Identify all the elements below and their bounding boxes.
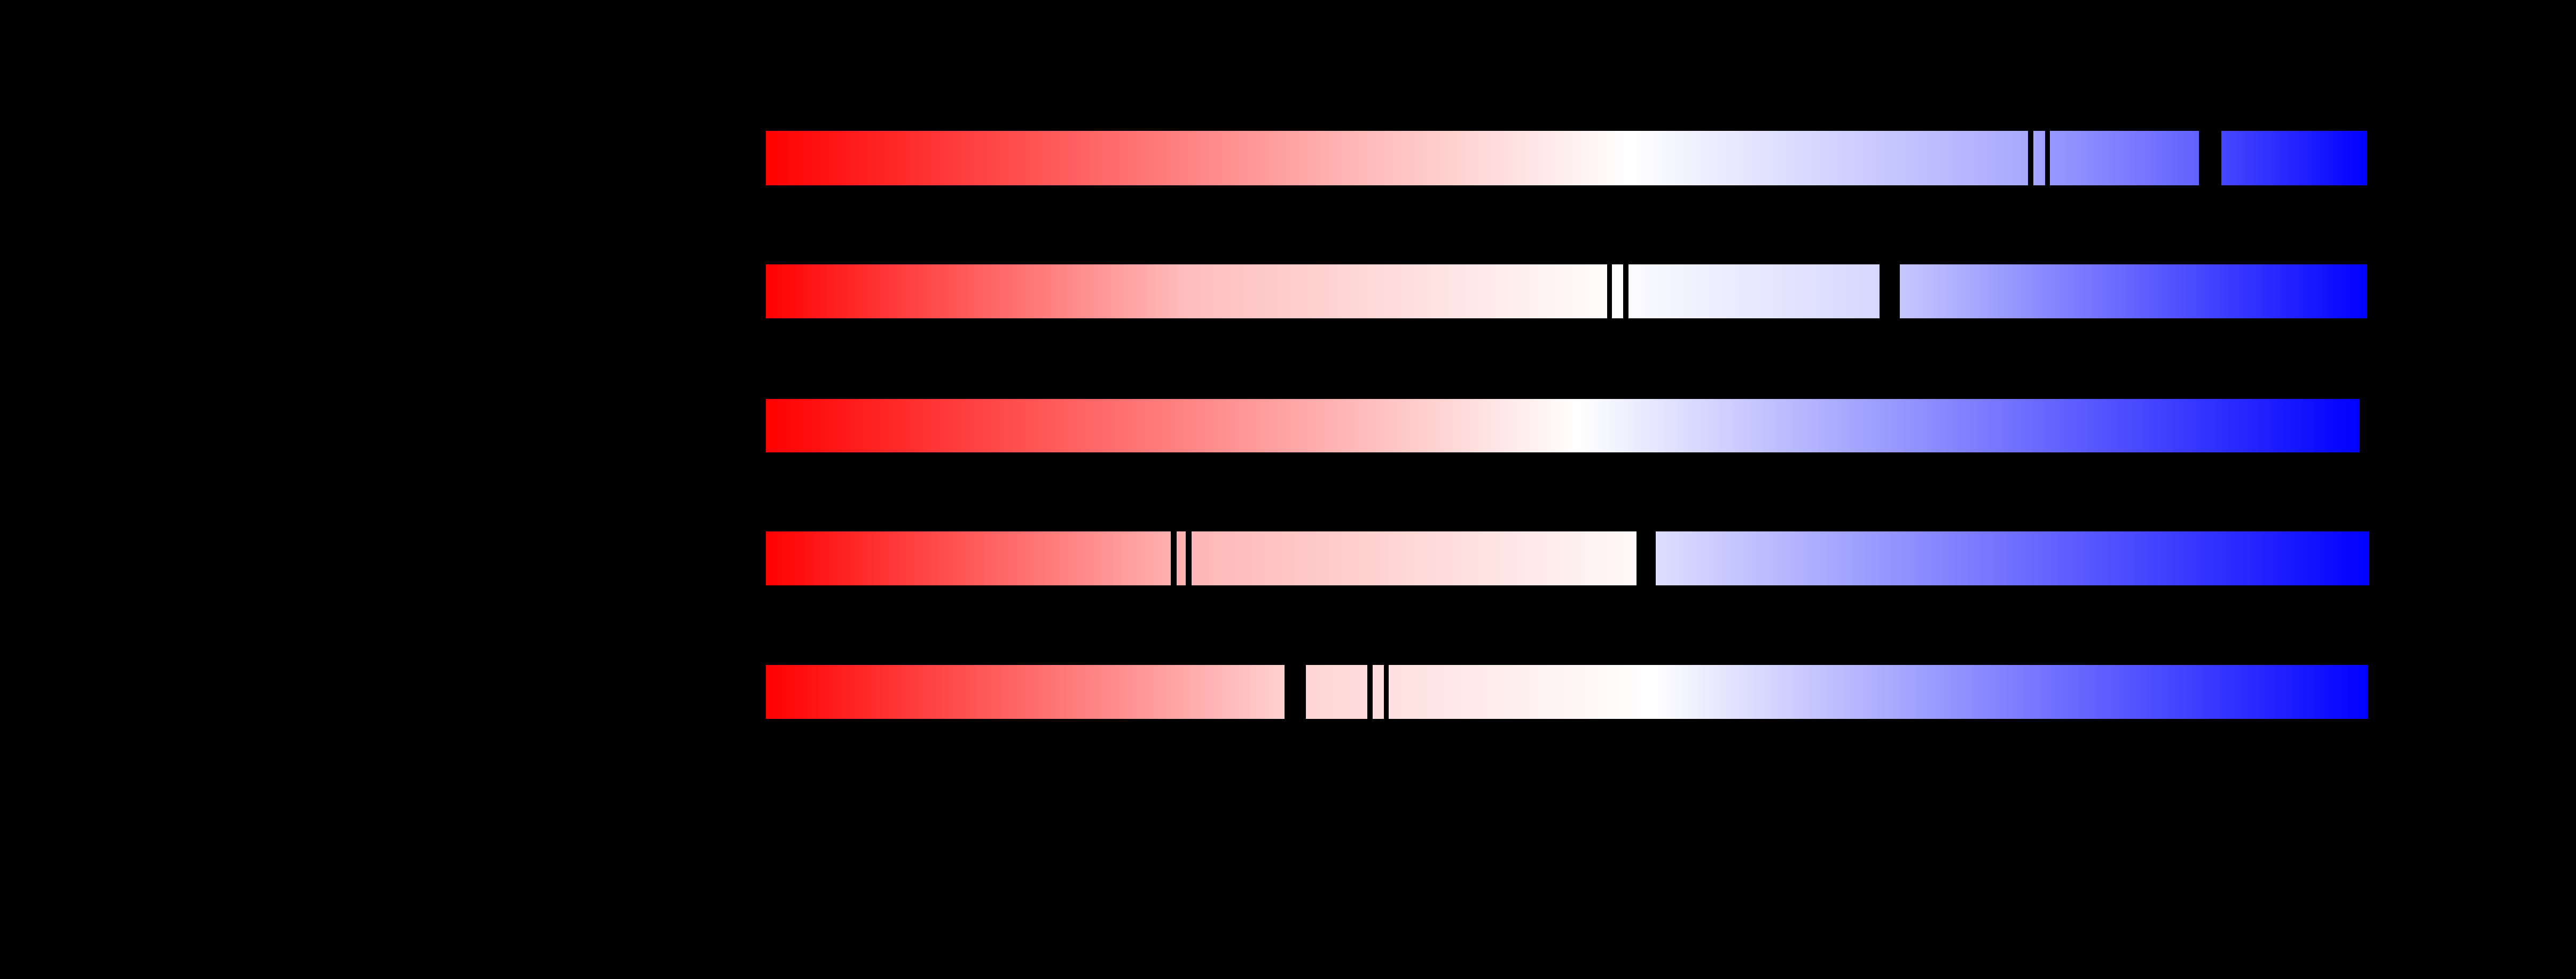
- row-1-segment-2: [2033, 131, 2045, 185]
- row-5-segment-1: [766, 665, 1285, 719]
- row-5-segment-2: [1306, 665, 1367, 719]
- gradient-bar-row-4: [766, 531, 2369, 585]
- row-1-segment-3: [2050, 131, 2199, 185]
- row-2-segment-4: [1900, 264, 2367, 318]
- row-1-segment-4: [2221, 131, 2367, 185]
- gradient-bar-row-5: [766, 665, 2368, 719]
- row-4-segment-1: [766, 531, 1171, 585]
- row-5-segment-4: [1389, 665, 2368, 719]
- row-5-segment-3: [1373, 665, 1384, 719]
- row-3-segment-1: [766, 399, 2360, 452]
- gradient-bar-row-3: [766, 399, 2360, 452]
- gradient-bar-row-1: [766, 131, 2367, 185]
- row-1-segment-1: [766, 131, 2028, 185]
- row-4-segment-2: [1177, 531, 1186, 585]
- row-4-segment-3: [1192, 531, 1637, 585]
- row-2-segment-2: [1612, 264, 1623, 318]
- row-4-segment-4: [1656, 531, 2369, 585]
- gradient-bar-row-2: [766, 264, 2367, 318]
- row-2-segment-1: [766, 264, 1607, 318]
- row-2-segment-3: [1628, 264, 1880, 318]
